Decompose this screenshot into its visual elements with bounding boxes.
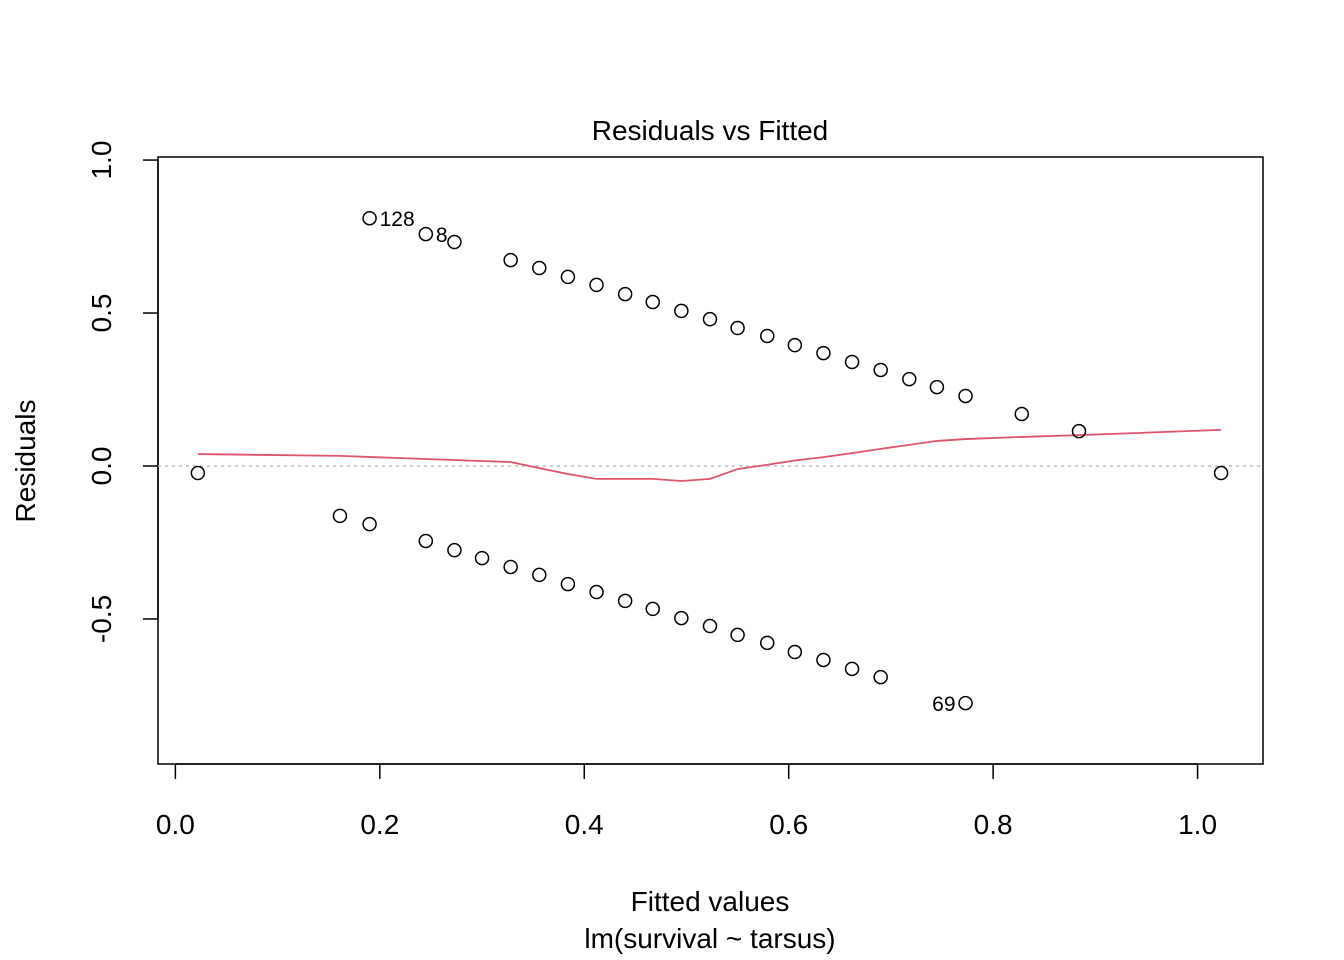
data-point bbox=[474, 550, 490, 566]
data-point bbox=[645, 294, 660, 310]
data-point bbox=[418, 533, 434, 549]
data-point bbox=[190, 465, 206, 481]
data-point bbox=[730, 627, 745, 643]
data-point bbox=[702, 311, 718, 327]
data-point bbox=[589, 584, 604, 600]
data-point bbox=[1014, 406, 1030, 422]
data-point bbox=[902, 371, 917, 387]
data-point bbox=[787, 644, 803, 660]
x-tick-label: 0.0 bbox=[156, 809, 195, 840]
data-point bbox=[418, 226, 434, 242]
data-point bbox=[929, 379, 945, 395]
data-point bbox=[532, 260, 547, 276]
x-tick-label: 0.4 bbox=[565, 809, 604, 840]
data-point bbox=[560, 269, 576, 285]
outlier-label: 128 bbox=[380, 208, 415, 231]
data-point bbox=[617, 286, 633, 302]
data-point bbox=[844, 661, 860, 677]
x-tick-label: 0.6 bbox=[769, 809, 808, 840]
x-axis-label: Fitted values bbox=[631, 886, 790, 917]
outlier-label: 8 bbox=[436, 224, 448, 247]
x-tick-label: 0.8 bbox=[974, 809, 1013, 840]
y-tick-label: 1.0 bbox=[86, 141, 117, 180]
y-tick-label: -0.5 bbox=[86, 595, 117, 643]
data-point bbox=[1213, 465, 1229, 481]
smoother-line bbox=[197, 429, 1222, 482]
data-point bbox=[645, 601, 660, 617]
data-point bbox=[617, 593, 633, 609]
x-tick-label: 0.2 bbox=[360, 809, 399, 840]
data-point bbox=[447, 234, 462, 250]
data-point bbox=[816, 345, 831, 361]
data-point bbox=[1071, 423, 1087, 439]
data-point bbox=[362, 516, 377, 532]
data-point bbox=[873, 669, 888, 685]
data-point bbox=[362, 210, 377, 226]
x-tick-label: 1.0 bbox=[1178, 809, 1217, 840]
data-point bbox=[702, 618, 718, 634]
data-point bbox=[816, 652, 831, 668]
chart-title: Residuals vs Fitted bbox=[592, 115, 829, 146]
y-tick-label: 0.0 bbox=[86, 447, 117, 486]
data-point bbox=[503, 559, 518, 575]
data-point bbox=[674, 610, 689, 626]
y-axis-label: Residuals bbox=[10, 400, 41, 523]
data-point bbox=[958, 388, 973, 404]
data-point bbox=[787, 337, 803, 353]
data-point bbox=[873, 362, 888, 378]
chart-subtitle: lm(survival ~ tarsus) bbox=[584, 923, 835, 954]
data-point bbox=[503, 252, 518, 268]
data-point bbox=[674, 303, 689, 319]
plot-frame bbox=[157, 156, 1264, 765]
data-point bbox=[759, 635, 775, 651]
outlier-label: 69 bbox=[932, 693, 955, 716]
data-point bbox=[332, 508, 348, 524]
data-point bbox=[532, 567, 547, 583]
data-point bbox=[560, 576, 576, 592]
data-point bbox=[730, 320, 745, 336]
y-tick-label: 0.5 bbox=[86, 294, 117, 333]
data-point bbox=[447, 542, 462, 558]
data-point bbox=[958, 695, 973, 711]
data-point bbox=[759, 328, 775, 344]
data-point bbox=[844, 354, 860, 370]
data-point bbox=[589, 277, 604, 293]
